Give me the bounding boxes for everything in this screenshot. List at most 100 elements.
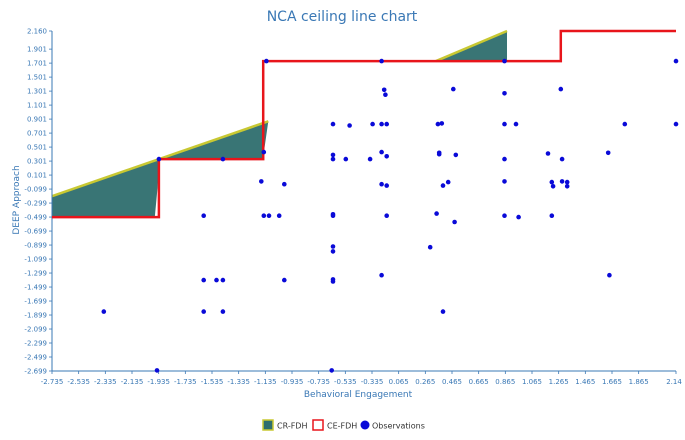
observation-point (343, 156, 349, 162)
y-tick-label: -2.699 (24, 368, 47, 376)
observation-point (673, 58, 679, 64)
observation-point (550, 184, 556, 189)
observation-point (440, 309, 446, 314)
observation-point (502, 213, 507, 218)
observation-point (516, 214, 521, 220)
observation-point (549, 179, 555, 185)
x-tick-label: -1.135 (254, 378, 277, 386)
observation-point (264, 58, 269, 64)
x-tick-label: -0.735 (307, 378, 330, 386)
y-tick-label: 0.101 (27, 172, 47, 180)
x-tick-label: -1.935 (147, 378, 170, 386)
x-tick-label: -0.535 (334, 378, 357, 386)
observation-point (367, 156, 373, 162)
x-tick-label: 0.665 (469, 378, 489, 386)
y-tick-label: 0.501 (27, 144, 47, 152)
observation-point (276, 213, 282, 218)
observation-point (545, 151, 551, 156)
observation-point (156, 156, 162, 162)
observation-point (384, 121, 390, 127)
y-tick-label: 1.901 (27, 46, 47, 54)
observation-point (330, 213, 336, 218)
y-tick-label: -1.299 (24, 270, 47, 278)
cr-fdh-area-1 (52, 121, 269, 218)
observation-point (673, 121, 679, 127)
y-tick-label: -2.099 (24, 326, 47, 334)
y-tick-label: -1.699 (24, 298, 47, 306)
y-tick-label: -0.899 (24, 242, 47, 250)
observation-point (502, 58, 507, 64)
x-tick-label: -1.735 (174, 378, 197, 386)
y-tick-label: -1.899 (24, 312, 47, 320)
observation-point (347, 123, 352, 128)
observation-point (502, 91, 507, 96)
legend-label-ce-fdh: CE-FDH (327, 422, 357, 431)
x-tick-label: -2.135 (121, 378, 144, 386)
observation-point (436, 150, 442, 156)
observation-point (383, 92, 388, 97)
observation-point (384, 213, 390, 218)
observation-point (445, 179, 451, 185)
y-tick-label: -1.099 (24, 256, 47, 264)
observation-point (513, 121, 519, 127)
observation-point (434, 211, 439, 216)
observation-point (214, 277, 219, 283)
x-tick-label: 0.265 (415, 378, 435, 386)
observation-point (329, 368, 335, 373)
observation-point (559, 179, 565, 184)
observation-point (605, 150, 611, 156)
observation-point (452, 219, 457, 225)
y-axis-label: DEEP Approach (12, 165, 22, 234)
observation-point (558, 86, 564, 92)
x-tick-label: 1.665 (602, 378, 622, 386)
observation-point (451, 86, 456, 92)
observation-point (201, 213, 206, 218)
y-tick-label: -0.099 (24, 186, 47, 194)
x-tick-label: 0.865 (495, 378, 515, 386)
y-tick-label: -0.299 (24, 200, 47, 208)
y-tick-label: 2.160 (27, 28, 47, 36)
y-tick-label: -2.499 (24, 354, 47, 362)
observation-point (549, 213, 555, 218)
observation-point (427, 244, 433, 250)
observation-point (261, 149, 267, 155)
y-tick-label: 1.101 (27, 102, 47, 110)
observation-point (379, 121, 384, 127)
observation-point (564, 179, 570, 185)
observation-point (330, 279, 336, 284)
observation-point (379, 181, 384, 187)
observation-point (220, 309, 226, 314)
legend-label-observations: Observations (372, 422, 425, 431)
observation-point (330, 152, 336, 158)
observation-point (502, 121, 507, 127)
legend: CR-FDH CE-FDH Observations (262, 419, 425, 431)
y-tick-label: -0.699 (24, 228, 47, 236)
observation-point (379, 149, 384, 155)
observation-point (502, 179, 507, 184)
observation-point (564, 184, 570, 189)
observation-point (330, 249, 336, 254)
x-tick-label: 2.14 (666, 378, 682, 386)
observation-point (453, 152, 459, 158)
observation-point (622, 121, 628, 127)
observation-point (330, 121, 336, 127)
cr-fdh-line-2 (435, 29, 508, 63)
x-tick-label: -0.935 (281, 378, 304, 386)
x-tick-label: -2.335 (94, 378, 117, 386)
observation-point (607, 272, 612, 278)
observation-point (282, 277, 287, 283)
y-tick-label: 1.301 (27, 88, 47, 96)
ce-fdh-line (52, 29, 676, 219)
x-tick-label: -0.335 (361, 378, 384, 386)
legend-marker-observations (360, 420, 370, 430)
observation-point (559, 156, 565, 162)
observation-point (379, 58, 384, 64)
y-tick-label: 0.901 (27, 116, 47, 124)
observation-point (101, 309, 107, 314)
observation-point (330, 156, 336, 162)
observation-point (384, 183, 390, 188)
legend-swatch-ce-fdh (312, 419, 324, 431)
x-axis-label: Behavioral Engagement (304, 390, 413, 400)
y-tick-label: -0.499 (24, 214, 47, 222)
